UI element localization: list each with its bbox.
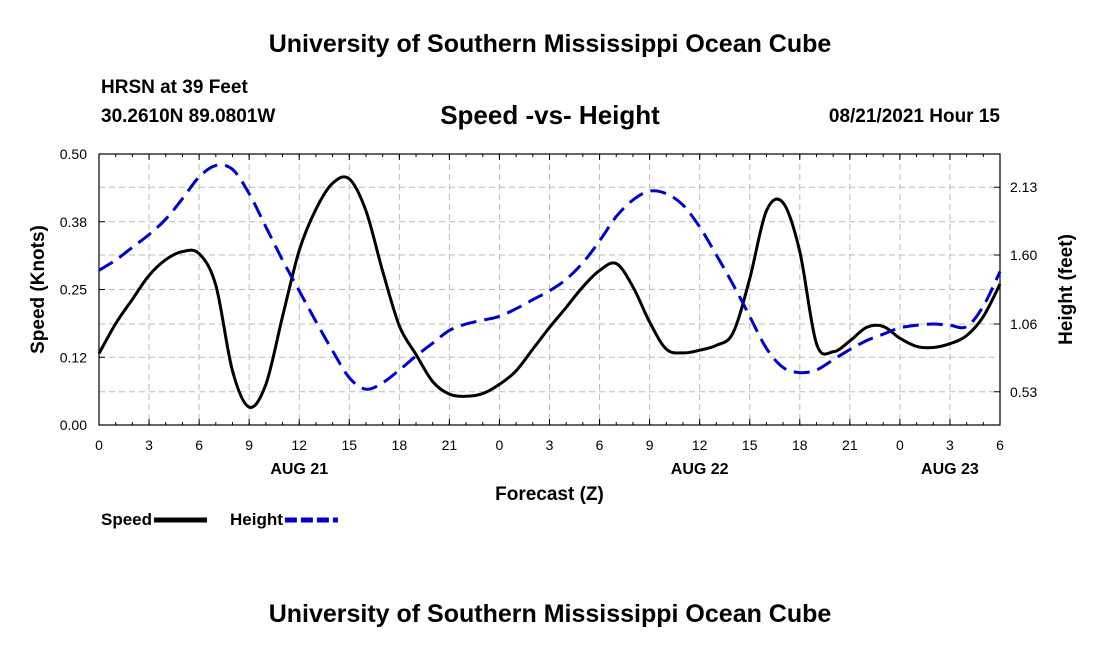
- series-line-speed: [97, 175, 1002, 409]
- top-title: University of Southern Mississippi Ocean…: [268, 30, 832, 58]
- chart-title: Speed -vs- Height: [440, 100, 660, 130]
- y-tick-label: 0.00: [60, 417, 87, 433]
- x-tick-label: 3: [145, 437, 153, 453]
- bottom-title: University of Southern Mississippi Ocean…: [268, 600, 832, 628]
- y2-tick-label: 2.13: [1010, 179, 1037, 195]
- x-tick-label: 0: [95, 437, 103, 453]
- x-tick-label: 15: [341, 437, 357, 453]
- x-tick-label: 12: [692, 437, 708, 453]
- x-tick-label: 0: [896, 437, 904, 453]
- coordinates-label: 30.2610N 89.0801W: [101, 106, 276, 127]
- x-tick-label: 21: [842, 437, 858, 453]
- x-tick-label: 9: [245, 437, 253, 453]
- y-tick-label: 0.38: [60, 214, 87, 230]
- y2-tick-label: 1.06: [1010, 316, 1037, 332]
- x-tick-label: 6: [195, 437, 203, 453]
- x-tick-label: 9: [646, 437, 654, 453]
- x-tick-label: 0: [496, 437, 504, 453]
- x-tick-label: 15: [742, 437, 758, 453]
- x-tick-label: 21: [442, 437, 458, 453]
- x-tick-label: 12: [291, 437, 307, 453]
- date-label: AUG 22: [671, 461, 729, 478]
- datetime-label: 08/21/2021 Hour 15: [828, 106, 1000, 127]
- x-tick-label: 6: [596, 437, 604, 453]
- y-tick-label: 0.12: [60, 349, 87, 365]
- y-tick-label: 0.50: [60, 146, 87, 162]
- legend-label-speed: Speed: [101, 510, 152, 529]
- x-tick-label: 3: [546, 437, 554, 453]
- x-tick-label: 3: [946, 437, 954, 453]
- x-tick-label: 18: [792, 437, 808, 453]
- y2-tick-label: 0.53: [1010, 384, 1037, 400]
- y2-axis-label: Height (feet): [1056, 234, 1077, 345]
- station-label: HRSN at 39 Feet: [101, 77, 248, 98]
- date-label: AUG 21: [270, 461, 328, 478]
- y-tick-label: 0.25: [60, 282, 87, 298]
- y-axis-label: Speed (Knots): [28, 225, 49, 354]
- legend-label-height: Height: [230, 510, 283, 529]
- date-label: AUG 23: [921, 461, 979, 478]
- y2-tick-label: 1.60: [1010, 247, 1037, 263]
- x-tick-label: 6: [996, 437, 1004, 453]
- series-line-height: [98, 163, 1002, 391]
- x-axis-label: Forecast (Z): [495, 484, 604, 505]
- x-tick-label: 18: [392, 437, 408, 453]
